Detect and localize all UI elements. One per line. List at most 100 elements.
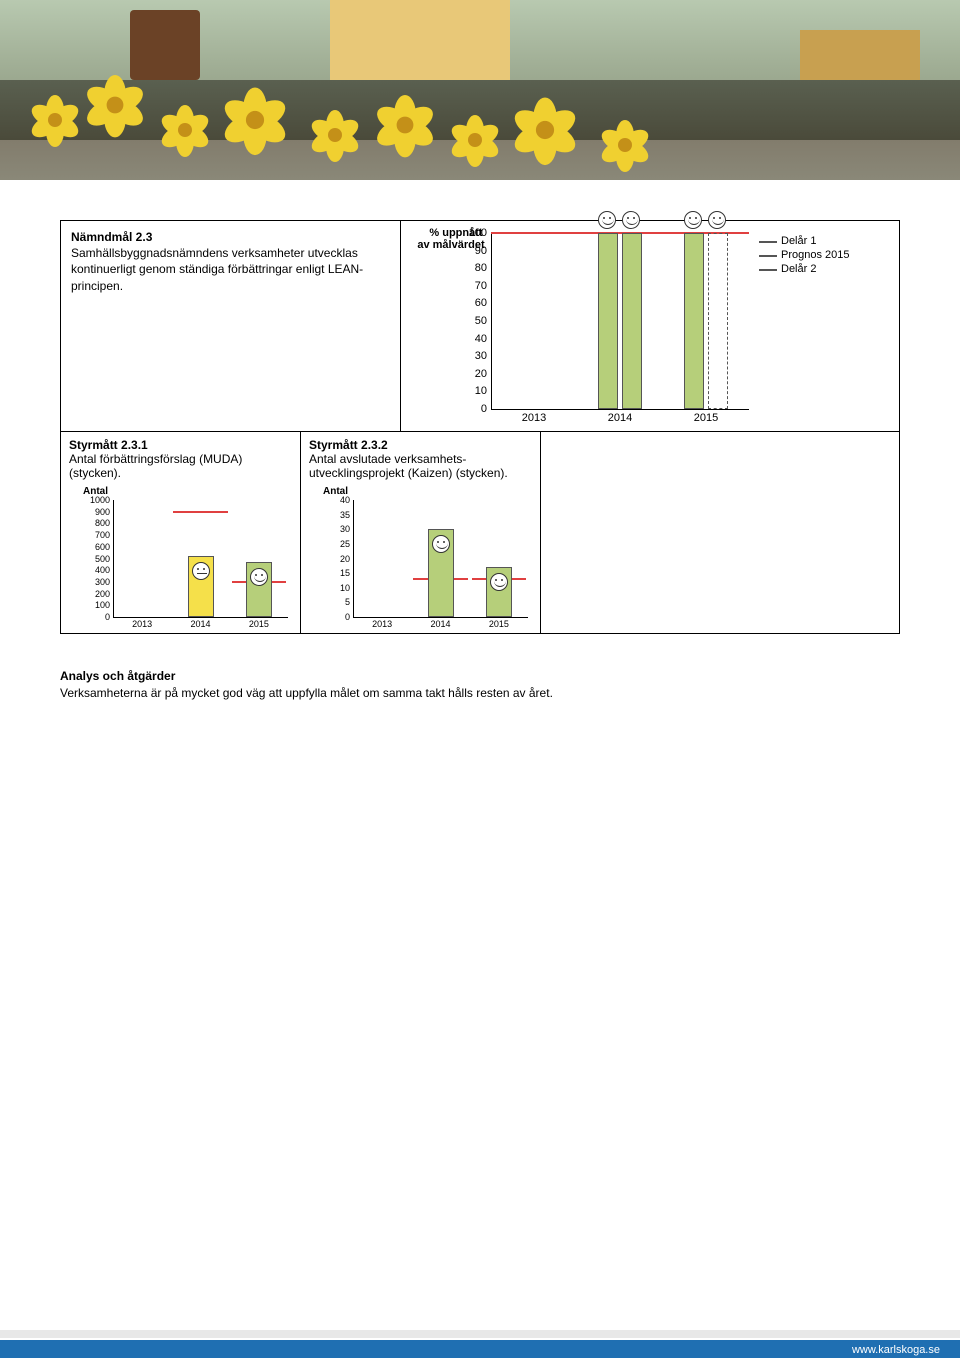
y-tick-label: 25: [340, 539, 350, 549]
x-category-label: 2015: [243, 619, 275, 629]
legend-swatch: [759, 241, 777, 243]
legend-label: Prognos 2015: [781, 249, 850, 261]
photo-shape: [800, 30, 920, 80]
flower-icon: [375, 95, 435, 155]
x-category-label: 2014: [425, 619, 457, 629]
flower-icon: [310, 110, 360, 160]
goal-title: Nämndmål 2.3: [71, 230, 152, 244]
y-axis: [353, 500, 354, 617]
y-tick-label: 500: [95, 554, 110, 564]
measure-2-chart: Antal4035302520151050201320142015: [309, 486, 532, 631]
footer-url: www.karlskoga.se: [852, 1344, 940, 1356]
y-tick-label: 800: [95, 518, 110, 528]
x-category-label: 2013: [366, 619, 398, 629]
measures-row: Styrmått 2.3.1 Antal förbättringsförslag…: [61, 432, 899, 633]
y-tick-label: 100: [469, 227, 487, 239]
bar-delar1: [684, 233, 704, 409]
y-tick-label: 30: [340, 524, 350, 534]
analysis-section: Analys och åtgärder Verksamheterna är på…: [60, 668, 900, 702]
footer-bar: www.karlskoga.se: [0, 1340, 960, 1358]
y-tick-label: 20: [340, 554, 350, 564]
measure-1-title: Styrmått 2.3.1: [69, 438, 148, 452]
y-tick-label: 50: [475, 315, 487, 327]
y-tick-label: 10: [475, 385, 487, 397]
bar-delar1: [598, 233, 618, 409]
y-tick-label: 35: [340, 510, 350, 520]
y-tick-label: 70: [475, 280, 487, 292]
y-tick-label: 400: [95, 565, 110, 575]
y-tick-label: 200: [95, 589, 110, 599]
y-tick-label: 900: [95, 507, 110, 517]
y-tick-label: 90: [475, 245, 487, 257]
smiley-icon: [684, 211, 702, 229]
y-tick-label: 1000: [90, 495, 110, 505]
x-category-label: 2015: [483, 619, 515, 629]
flower-icon: [160, 105, 210, 155]
x-category-label: 2013: [126, 619, 158, 629]
x-category-label: 2013: [514, 412, 554, 424]
y-tick-label: 0: [345, 612, 350, 622]
x-category-label: 2015: [686, 412, 726, 424]
y-axis: [491, 233, 492, 409]
bar-prognos: [622, 233, 642, 409]
smiley-icon: [598, 211, 616, 229]
x-axis: [113, 617, 288, 618]
smiley-icon: [708, 211, 726, 229]
flower-icon: [223, 88, 288, 153]
y-tick-label: 20: [475, 368, 487, 380]
y-tick-label: 600: [95, 542, 110, 552]
y-tick-label: 60: [475, 297, 487, 309]
legend-swatch: [759, 269, 777, 271]
measure-2-cell: Styrmått 2.3.2 Antal avslutade verksamhe…: [301, 432, 541, 633]
measure-2-body: Antal avslutade verksamhets-utvecklingsp…: [309, 452, 508, 480]
y-tick-label: 5: [345, 597, 350, 607]
photo-shape: [330, 0, 510, 90]
smiley-icon: [250, 568, 268, 586]
bar-prognos: [708, 233, 728, 409]
flower-icon: [30, 95, 80, 145]
legend-swatch: [759, 255, 777, 257]
y-tick-label: 40: [475, 333, 487, 345]
flower-icon: [450, 115, 500, 165]
y-tick-label: 30: [475, 350, 487, 362]
empty-cell: [541, 432, 899, 633]
legend-label: Delår 2: [781, 263, 816, 275]
smiley-icon: [490, 573, 508, 591]
y-tick-label: 15: [340, 568, 350, 578]
legend-label: Delår 1: [781, 235, 816, 247]
y-tick-label: 0: [105, 612, 110, 622]
smiley-icon: [192, 562, 210, 580]
y-tick-label: 10: [340, 583, 350, 593]
goal-row: Nämndmål 2.3 Samhällsbyggnadsnämndens ve…: [61, 221, 899, 432]
flower-icon: [600, 120, 650, 170]
goal-box: Nämndmål 2.3 Samhällsbyggnadsnämndens ve…: [60, 220, 900, 634]
target-line: [173, 511, 227, 513]
flower-icon: [85, 75, 145, 135]
smiley-icon: [432, 535, 450, 553]
goal-text-cell: Nämndmål 2.3 Samhällsbyggnadsnämndens ve…: [61, 221, 401, 431]
analysis-heading: Analys och åtgärder: [60, 669, 175, 683]
x-category-label: 2014: [600, 412, 640, 424]
x-category-label: 2014: [185, 619, 217, 629]
photo-shape: [130, 10, 200, 80]
y-tick-label: 700: [95, 530, 110, 540]
smiley-icon: [622, 211, 640, 229]
measure-1-chart: Antal10009008007006005004003002001000201…: [69, 486, 292, 631]
y-tick-label: 100: [95, 600, 110, 610]
analysis-body: Verksamheterna är på mycket god väg att …: [60, 686, 553, 700]
measure-1-cell: Styrmått 2.3.1 Antal förbättringsförslag…: [61, 432, 301, 633]
goal-body: Samhällsbyggnadsnämndens verksamheter ut…: [71, 246, 363, 292]
flower-icon: [513, 98, 578, 163]
y-tick-label: 0: [481, 403, 487, 415]
x-axis: [491, 409, 749, 410]
y-tick-label: 80: [475, 262, 487, 274]
y-tick-label: 300: [95, 577, 110, 587]
measure-1-body: Antal förbättringsförslag (MUDA) (stycke…: [69, 452, 242, 480]
main-chart: % uppnåttav målvärdet1009080706050403020…: [401, 221, 899, 431]
y-tick-label: 40: [340, 495, 350, 505]
x-axis: [353, 617, 528, 618]
footer-strip: [0, 1334, 960, 1338]
content-area: Nämndmål 2.3 Samhällsbyggnadsnämndens ve…: [0, 180, 960, 702]
header-photo: [0, 0, 960, 180]
y-axis: [113, 500, 114, 617]
